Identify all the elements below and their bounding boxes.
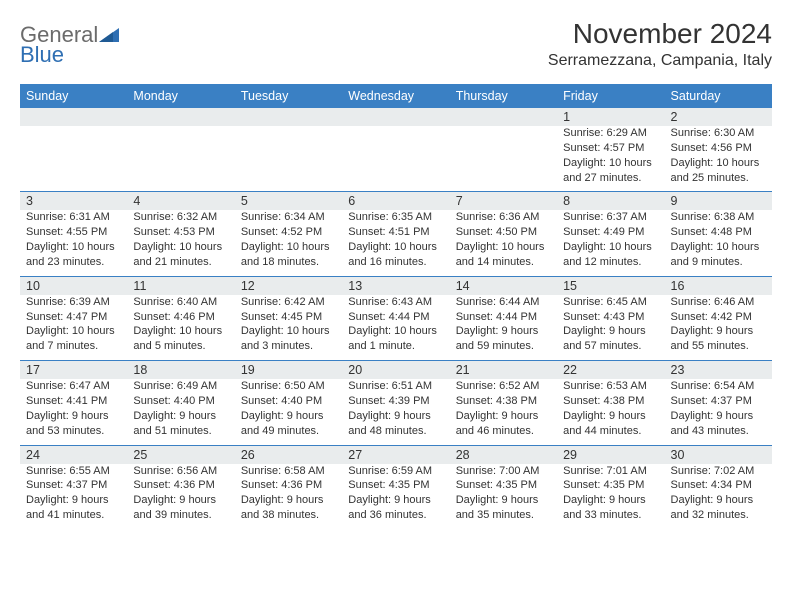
day-number-row: 17181920212223 xyxy=(20,361,772,379)
day-number-cell: 22 xyxy=(557,361,664,379)
day-number-cell xyxy=(450,108,557,126)
day-number-row: 3456789 xyxy=(20,192,772,210)
day-number-row: 12 xyxy=(20,108,772,126)
calendar-page: General Blue November 2024 Serramezzana,… xyxy=(0,0,792,539)
day-detail-cell: Sunrise: 6:58 AMSunset: 4:36 PMDaylight:… xyxy=(235,464,342,529)
header: General Blue November 2024 Serramezzana,… xyxy=(20,18,772,74)
dow-saturday: Saturday xyxy=(665,84,772,108)
dow-tuesday: Tuesday xyxy=(235,84,342,108)
day-number-cell: 14 xyxy=(450,277,557,295)
day-number-cell xyxy=(235,108,342,126)
day-detail-cell: Sunrise: 6:50 AMSunset: 4:40 PMDaylight:… xyxy=(235,379,342,445)
day-number-cell: 6 xyxy=(342,192,449,210)
location: Serramezzana, Campania, Italy xyxy=(548,52,772,70)
day-number-cell xyxy=(20,108,127,126)
day-detail-cell: Sunrise: 6:31 AMSunset: 4:55 PMDaylight:… xyxy=(20,210,127,276)
day-number-cell: 3 xyxy=(20,192,127,210)
day-detail-cell: Sunrise: 6:40 AMSunset: 4:46 PMDaylight:… xyxy=(127,295,234,361)
day-number-cell: 9 xyxy=(665,192,772,210)
day-detail-cell xyxy=(342,126,449,192)
day-detail-cell: Sunrise: 6:29 AMSunset: 4:57 PMDaylight:… xyxy=(557,126,664,192)
day-detail-row: Sunrise: 6:39 AMSunset: 4:47 PMDaylight:… xyxy=(20,295,772,361)
day-detail-cell: Sunrise: 6:36 AMSunset: 4:50 PMDaylight:… xyxy=(450,210,557,276)
day-number-cell: 20 xyxy=(342,361,449,379)
day-number-cell xyxy=(127,108,234,126)
day-number-cell: 4 xyxy=(127,192,234,210)
day-detail-cell: Sunrise: 6:51 AMSunset: 4:39 PMDaylight:… xyxy=(342,379,449,445)
day-detail-row: Sunrise: 6:47 AMSunset: 4:41 PMDaylight:… xyxy=(20,379,772,445)
calendar-table: Sunday Monday Tuesday Wednesday Thursday… xyxy=(20,84,772,529)
day-number-cell: 16 xyxy=(665,277,772,295)
day-number-cell: 18 xyxy=(127,361,234,379)
day-detail-cell: Sunrise: 6:49 AMSunset: 4:40 PMDaylight:… xyxy=(127,379,234,445)
day-detail-cell: Sunrise: 6:44 AMSunset: 4:44 PMDaylight:… xyxy=(450,295,557,361)
dow-thursday: Thursday xyxy=(450,84,557,108)
logo: General Blue xyxy=(20,18,119,74)
day-detail-cell: Sunrise: 6:35 AMSunset: 4:51 PMDaylight:… xyxy=(342,210,449,276)
dow-friday: Friday xyxy=(557,84,664,108)
day-detail-cell xyxy=(450,126,557,192)
day-detail-cell xyxy=(127,126,234,192)
dow-monday: Monday xyxy=(127,84,234,108)
logo-part2: Blue xyxy=(20,42,64,67)
day-detail-cell: Sunrise: 7:01 AMSunset: 4:35 PMDaylight:… xyxy=(557,464,664,529)
month-title: November 2024 xyxy=(548,18,772,50)
day-number-cell: 19 xyxy=(235,361,342,379)
logo-text: General Blue xyxy=(20,22,119,74)
day-detail-cell: Sunrise: 6:47 AMSunset: 4:41 PMDaylight:… xyxy=(20,379,127,445)
day-detail-cell: Sunrise: 6:43 AMSunset: 4:44 PMDaylight:… xyxy=(342,295,449,361)
day-number-cell: 23 xyxy=(665,361,772,379)
dow-wednesday: Wednesday xyxy=(342,84,449,108)
day-number-cell: 1 xyxy=(557,108,664,126)
day-number-cell: 24 xyxy=(20,446,127,464)
day-detail-cell: Sunrise: 6:56 AMSunset: 4:36 PMDaylight:… xyxy=(127,464,234,529)
day-number-cell: 30 xyxy=(665,446,772,464)
day-number-cell: 13 xyxy=(342,277,449,295)
day-number-cell: 25 xyxy=(127,446,234,464)
day-detail-cell: Sunrise: 6:34 AMSunset: 4:52 PMDaylight:… xyxy=(235,210,342,276)
day-number-cell: 21 xyxy=(450,361,557,379)
day-detail-cell: Sunrise: 6:37 AMSunset: 4:49 PMDaylight:… xyxy=(557,210,664,276)
day-number-cell: 27 xyxy=(342,446,449,464)
day-detail-cell: Sunrise: 6:42 AMSunset: 4:45 PMDaylight:… xyxy=(235,295,342,361)
day-number-cell xyxy=(342,108,449,126)
day-detail-cell xyxy=(235,126,342,192)
day-number-cell: 26 xyxy=(235,446,342,464)
day-detail-cell: Sunrise: 6:45 AMSunset: 4:43 PMDaylight:… xyxy=(557,295,664,361)
day-number-cell: 12 xyxy=(235,277,342,295)
day-number-cell: 10 xyxy=(20,277,127,295)
day-number-cell: 29 xyxy=(557,446,664,464)
day-detail-row: Sunrise: 6:55 AMSunset: 4:37 PMDaylight:… xyxy=(20,464,772,529)
day-detail-cell: Sunrise: 6:59 AMSunset: 4:35 PMDaylight:… xyxy=(342,464,449,529)
day-detail-row: Sunrise: 6:31 AMSunset: 4:55 PMDaylight:… xyxy=(20,210,772,276)
calendar-body: 12 Sunrise: 6:29 AMSunset: 4:57 PMDaylig… xyxy=(20,108,772,529)
logo-triangle-icon xyxy=(99,26,119,47)
day-number-cell: 7 xyxy=(450,192,557,210)
dow-sunday: Sunday xyxy=(20,84,127,108)
day-number-cell: 11 xyxy=(127,277,234,295)
day-detail-cell: Sunrise: 6:38 AMSunset: 4:48 PMDaylight:… xyxy=(665,210,772,276)
day-number-cell: 5 xyxy=(235,192,342,210)
day-number-cell: 8 xyxy=(557,192,664,210)
day-detail-cell: Sunrise: 6:39 AMSunset: 4:47 PMDaylight:… xyxy=(20,295,127,361)
day-detail-cell xyxy=(20,126,127,192)
day-detail-row: Sunrise: 6:29 AMSunset: 4:57 PMDaylight:… xyxy=(20,126,772,192)
day-number-cell: 15 xyxy=(557,277,664,295)
day-number-cell: 2 xyxy=(665,108,772,126)
day-number-cell: 28 xyxy=(450,446,557,464)
day-of-week-row: Sunday Monday Tuesday Wednesday Thursday… xyxy=(20,84,772,108)
day-detail-cell: Sunrise: 7:00 AMSunset: 4:35 PMDaylight:… xyxy=(450,464,557,529)
title-block: November 2024 Serramezzana, Campania, It… xyxy=(548,18,772,70)
day-detail-cell: Sunrise: 6:30 AMSunset: 4:56 PMDaylight:… xyxy=(665,126,772,192)
day-number-row: 10111213141516 xyxy=(20,277,772,295)
day-detail-cell: Sunrise: 6:53 AMSunset: 4:38 PMDaylight:… xyxy=(557,379,664,445)
day-detail-cell: Sunrise: 6:55 AMSunset: 4:37 PMDaylight:… xyxy=(20,464,127,529)
day-detail-cell: Sunrise: 7:02 AMSunset: 4:34 PMDaylight:… xyxy=(665,464,772,529)
day-detail-cell: Sunrise: 6:52 AMSunset: 4:38 PMDaylight:… xyxy=(450,379,557,445)
day-number-row: 24252627282930 xyxy=(20,446,772,464)
day-detail-cell: Sunrise: 6:46 AMSunset: 4:42 PMDaylight:… xyxy=(665,295,772,361)
day-number-cell: 17 xyxy=(20,361,127,379)
day-detail-cell: Sunrise: 6:54 AMSunset: 4:37 PMDaylight:… xyxy=(665,379,772,445)
day-detail-cell: Sunrise: 6:32 AMSunset: 4:53 PMDaylight:… xyxy=(127,210,234,276)
